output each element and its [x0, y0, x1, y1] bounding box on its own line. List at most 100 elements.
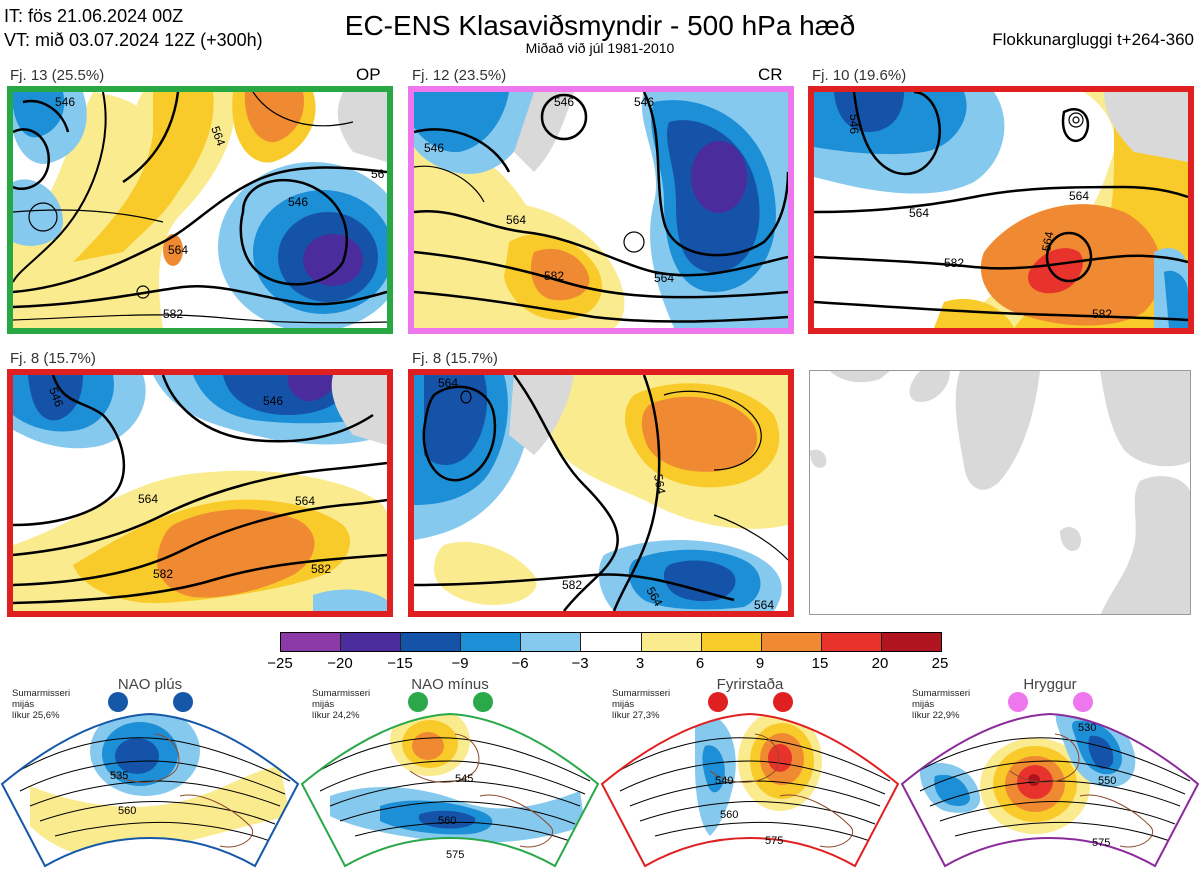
- page-subtitle: Miðað við júl 1981-2010: [525, 40, 675, 56]
- regime-1-season: Sumarmisseri: [12, 688, 71, 699]
- colorbar-tick: 9: [755, 655, 765, 672]
- cluster-4-contour-label: 546: [46, 385, 66, 409]
- cluster-1-contour-label: 56: [371, 167, 385, 181]
- regime-4-season: Sumarmisseri: [912, 688, 971, 699]
- regime-blocking: 540 560 575 Fyrirstaða Sumarmisseri mijá…: [600, 676, 900, 871]
- cluster-3-contour-label: 582: [944, 256, 964, 270]
- colorbar-segment: [581, 633, 642, 651]
- cluster-5-map: 564 564 582 564 564: [408, 369, 794, 617]
- regime-1-info: Sumarmisseri mijás líkur 25,6%: [12, 688, 92, 721]
- cluster-3-contour-label: 564: [1069, 189, 1089, 203]
- page-title: EC-ENS Klasaviðsmyndir - 500 hPa hæð: [344, 10, 856, 41]
- regime-2-similarity: mijás: [312, 699, 335, 710]
- init-time: IT: fös 21.06.2024 00Z: [4, 6, 184, 26]
- colorbar: [280, 632, 942, 652]
- colorbar-tick: −6: [511, 655, 529, 672]
- regime-1-similarity: mijás: [12, 699, 35, 710]
- cluster-3-label: Fj. 10 (19.6%): [812, 67, 907, 84]
- colorbar-segment: [821, 633, 882, 651]
- empty-base-map: [809, 370, 1191, 615]
- colorbar-segment: [401, 633, 462, 651]
- cluster-4-contour-label: 564: [138, 492, 158, 506]
- colorbar-tick: 25: [931, 655, 949, 672]
- cluster-1-contour-label: 546: [288, 195, 308, 209]
- cluster-1-contour-label: 546: [55, 95, 75, 109]
- regime-3-info: Sumarmisseri mijás líkur 27,3%: [612, 688, 692, 721]
- regime-2-season: Sumarmisseri: [312, 688, 371, 699]
- cluster-1-contour-label: 582: [163, 307, 183, 321]
- colorbar-tick: 6: [695, 655, 705, 672]
- cluster-2-contour-label: 546: [424, 141, 444, 155]
- regime-2-contour-label: 545: [455, 773, 473, 785]
- regime-nao-plus: 535 560 NAO plús Sumarmisseri mijás líku…: [0, 676, 300, 871]
- regime-3-similarity: mijás: [612, 699, 635, 710]
- regime-2-prob: líkur 24,2%: [312, 710, 360, 721]
- cluster-2-contour-label: 582: [544, 269, 564, 283]
- cluster-2-map: 546 546 564 582 564 546: [408, 86, 794, 334]
- regime-4-prob: líkur 22,9%: [912, 710, 960, 721]
- cluster-2-label: Fj. 12 (23.5%): [412, 67, 507, 84]
- regime-4-contour-label: 530: [1078, 722, 1096, 734]
- regime-3-contour-label: 560: [720, 809, 738, 821]
- cluster-1-map: 546 564 582 564 546 56: [7, 86, 393, 334]
- cluster-2-contour-label: 564: [654, 271, 674, 285]
- cluster-4-label: Fj. 8 (15.7%): [10, 350, 96, 367]
- colorbar-tick: −15: [387, 655, 413, 672]
- colorbar-segment: [341, 633, 402, 651]
- colorbar-segment: [521, 633, 582, 651]
- cluster-1-contour-label: 564: [168, 243, 188, 257]
- regime-3-prob: líkur 27,3%: [612, 710, 660, 721]
- cluster-4-contour-label: 546: [263, 394, 283, 408]
- colorbar-tick: −9: [451, 655, 469, 672]
- cluster-3-contour-label: 582: [1092, 307, 1112, 321]
- cluster-5-contour-label: 564: [438, 376, 458, 390]
- colorbar-tick: −20: [327, 655, 353, 672]
- regime-4-contour-label: 550: [1098, 775, 1116, 787]
- cluster-5-label: Fj. 8 (15.7%): [412, 350, 498, 367]
- colorbar-segment: [761, 633, 822, 651]
- cluster-4-map: 546 546 564 564 582 582: [7, 369, 393, 617]
- valid-time: VT: mið 03.07.2024 12Z (+300h): [4, 30, 263, 50]
- cluster-2-tag: CR: [758, 65, 783, 84]
- regime-3-title: Fyrirstaða: [716, 676, 784, 693]
- regime-4-info: Sumarmisseri mijás líkur 22,9%: [912, 688, 992, 721]
- cluster-2-contour-label: 546: [554, 95, 574, 109]
- cluster-4-contour-label: 564: [295, 494, 315, 508]
- cluster-4-contour-label: 582: [311, 562, 331, 576]
- regime-2-title: NAO mínus: [411, 676, 489, 693]
- cluster-2-contour-label: 564: [506, 213, 526, 227]
- colorbar-tick: −25: [267, 655, 293, 672]
- regime-3-contour-label: 575: [765, 835, 783, 847]
- regime-4-similarity: mijás: [912, 699, 935, 710]
- regime-2-contour-label: 560: [438, 815, 456, 827]
- cluster-3-contour-label: 546: [847, 114, 861, 134]
- colorbar-tick: 20: [871, 655, 889, 672]
- colorbar-tick: 15: [811, 655, 829, 672]
- cluster-5-contour-label: 564: [754, 598, 774, 611]
- colorbar-tick: −3: [571, 655, 589, 672]
- cluster-5-contour-label: 564: [651, 473, 668, 495]
- colorbar-segment: [641, 633, 702, 651]
- regime-1-title: NAO plús: [117, 676, 183, 693]
- regime-4-contour-label: 575: [1092, 837, 1110, 849]
- cluster-5-contour-label: 582: [562, 578, 582, 592]
- regime-4-title: Hryggur: [1023, 676, 1077, 693]
- regime-3-contour-label: 540: [715, 775, 733, 787]
- clustering-window: Flokkunargluggi t+264-360: [992, 30, 1194, 49]
- colorbar-segment: [701, 633, 762, 651]
- cluster-4-contour-label: 582: [153, 567, 173, 581]
- regime-2-contour-label: 575: [446, 849, 464, 861]
- cluster-3-contour-label: 564: [1039, 230, 1056, 252]
- cluster-3-map: 546 564 564 582 564 582: [808, 86, 1194, 334]
- regime-nao-minus: 545 560 575 NAO mínus Sumarmisseri mijás…: [300, 676, 600, 871]
- regime-3-season: Sumarmisseri: [612, 688, 671, 699]
- cluster-1-label: Fj. 13 (25.5%): [10, 67, 105, 84]
- colorbar-segment: [881, 633, 942, 651]
- regime-1-prob: líkur 25,6%: [12, 710, 60, 721]
- regime-2-info: Sumarmisseri mijás líkur 24,2%: [312, 688, 392, 721]
- colorbar-tick: 3: [635, 655, 645, 672]
- cluster-3-contour-label: 564: [909, 206, 929, 220]
- regime-ridge: 530 550 575 Hryggur Sumarmisseri mijás l…: [900, 676, 1200, 871]
- cluster-1-contour-label: 564: [208, 124, 228, 148]
- regime-1-contour-label: 535: [110, 770, 128, 782]
